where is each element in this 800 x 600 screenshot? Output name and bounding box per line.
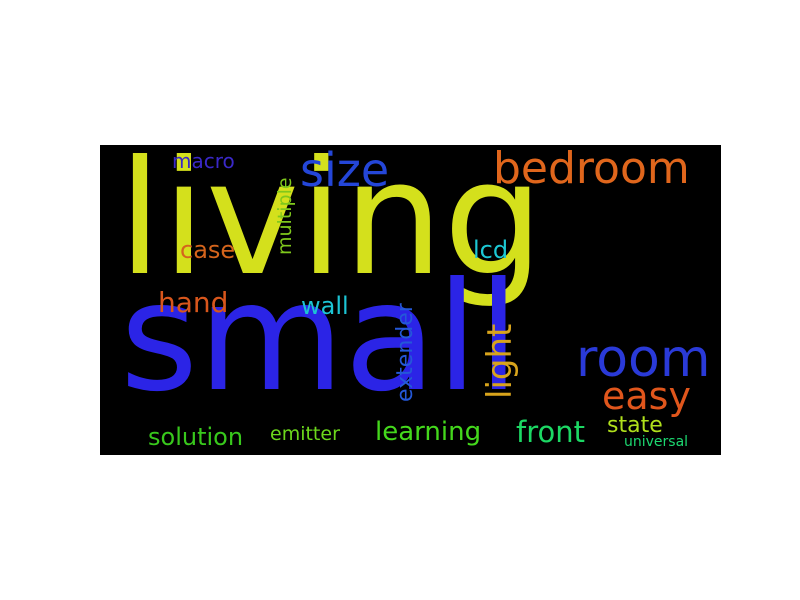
word-wall: wall xyxy=(301,292,349,320)
word-light: light xyxy=(480,323,520,399)
word-small: small xyxy=(120,251,520,425)
word-universal: universal xyxy=(624,434,689,450)
word-case: case xyxy=(180,236,236,264)
word-lcd: lcd xyxy=(473,236,509,264)
word-easy: easy xyxy=(602,374,691,418)
word-cloud: living small size bedroom room easy macr… xyxy=(100,145,721,455)
word-bedroom: bedroom xyxy=(493,145,690,194)
word-emitter: emitter xyxy=(270,423,340,445)
word-size: size xyxy=(300,145,390,197)
word-room: room xyxy=(576,329,711,389)
word-learning: learning xyxy=(375,417,482,447)
word-front: front xyxy=(516,415,585,449)
word-extender: extender xyxy=(393,303,418,402)
word-multiple: multiple xyxy=(274,177,296,255)
word-state: state xyxy=(607,413,663,438)
word-solution: solution xyxy=(148,423,244,451)
word-living: living xyxy=(118,145,544,311)
word-macro: macro xyxy=(172,149,235,173)
word-hand: hand xyxy=(158,286,229,319)
